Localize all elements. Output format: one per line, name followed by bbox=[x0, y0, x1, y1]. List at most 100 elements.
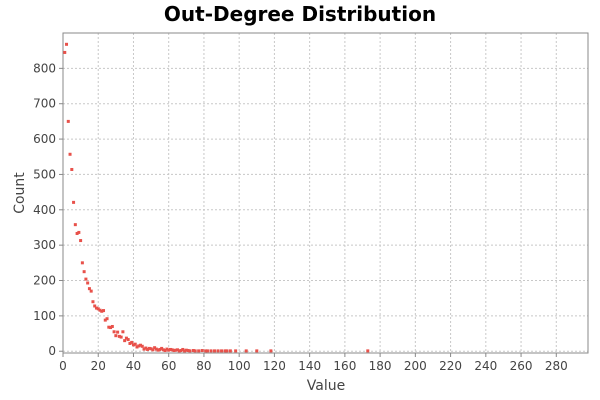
data-point bbox=[77, 230, 81, 234]
data-point bbox=[123, 339, 127, 343]
data-point bbox=[160, 346, 164, 350]
data-point bbox=[72, 200, 76, 204]
data-point bbox=[200, 349, 204, 353]
x-tick-label: 100 bbox=[228, 359, 251, 373]
x-tick-label: 240 bbox=[474, 359, 497, 373]
data-point bbox=[188, 349, 192, 353]
y-tick-label: 500 bbox=[33, 167, 56, 181]
data-point bbox=[137, 344, 141, 348]
data-point bbox=[163, 349, 167, 353]
data-point bbox=[176, 348, 180, 352]
data-point bbox=[107, 325, 111, 329]
data-point bbox=[139, 343, 143, 347]
data-point bbox=[193, 349, 197, 353]
data-point bbox=[124, 336, 128, 340]
data-point bbox=[112, 330, 116, 334]
data-point bbox=[65, 42, 69, 46]
data-point bbox=[168, 347, 172, 351]
data-point bbox=[158, 347, 162, 351]
data-point bbox=[209, 349, 213, 353]
data-point bbox=[96, 307, 100, 311]
data-point bbox=[93, 304, 97, 308]
data-point bbox=[225, 349, 229, 353]
plot-area-frame bbox=[62, 32, 589, 354]
data-point bbox=[144, 346, 148, 350]
data-point bbox=[131, 343, 135, 347]
data-point bbox=[165, 347, 169, 351]
data-point bbox=[220, 349, 224, 353]
data-point bbox=[70, 167, 74, 171]
chart-title: Out-Degree Distribution bbox=[164, 2, 436, 26]
data-point bbox=[116, 330, 120, 334]
data-point bbox=[98, 308, 102, 312]
data-point bbox=[186, 349, 190, 353]
data-point bbox=[89, 289, 93, 293]
x-tick-label: 180 bbox=[369, 359, 392, 373]
data-point bbox=[179, 349, 183, 353]
data-point bbox=[172, 349, 176, 353]
data-point bbox=[80, 261, 84, 265]
data-point bbox=[84, 277, 88, 281]
data-point bbox=[366, 349, 370, 353]
y-tick-label: 300 bbox=[33, 238, 56, 252]
data-point bbox=[174, 348, 178, 352]
data-point bbox=[191, 349, 195, 353]
data-point bbox=[133, 342, 137, 346]
x-tick-label: 260 bbox=[510, 359, 533, 373]
data-point bbox=[154, 347, 158, 351]
data-point bbox=[156, 348, 160, 352]
data-point bbox=[170, 348, 174, 352]
data-point bbox=[63, 50, 67, 54]
y-tick-label: 800 bbox=[33, 61, 56, 75]
data-point bbox=[223, 349, 227, 353]
data-point bbox=[146, 347, 150, 351]
data-point bbox=[100, 309, 104, 313]
data-point bbox=[149, 347, 153, 351]
data-point bbox=[75, 231, 79, 235]
data-point bbox=[117, 334, 121, 338]
data-point bbox=[177, 349, 181, 353]
data-point bbox=[87, 287, 91, 291]
y-tick-label: 0 bbox=[48, 344, 56, 358]
data-point bbox=[102, 309, 106, 313]
x-tick-label: 280 bbox=[545, 359, 568, 373]
data-point bbox=[205, 349, 209, 353]
data-point bbox=[121, 330, 125, 334]
x-tick-label: 160 bbox=[333, 359, 356, 373]
data-point bbox=[68, 152, 72, 156]
x-tick-label: 40 bbox=[126, 359, 141, 373]
y-axis-label: Count bbox=[12, 172, 28, 214]
data-point bbox=[94, 306, 98, 310]
x-axis-label: Value bbox=[307, 378, 345, 394]
data-point bbox=[244, 349, 248, 353]
data-point bbox=[234, 349, 238, 353]
x-tick-label: 220 bbox=[439, 359, 462, 373]
data-point bbox=[130, 340, 134, 344]
data-point bbox=[167, 348, 171, 352]
x-tick-label: 200 bbox=[404, 359, 427, 373]
data-point bbox=[228, 349, 232, 353]
data-point bbox=[66, 119, 70, 123]
data-point bbox=[255, 349, 259, 353]
x-tick-label: 80 bbox=[196, 359, 211, 373]
y-tick-label: 200 bbox=[33, 274, 56, 288]
data-point bbox=[140, 344, 144, 348]
y-tick-label: 400 bbox=[33, 203, 56, 217]
data-point bbox=[105, 317, 109, 321]
data-point bbox=[91, 300, 95, 304]
data-point bbox=[119, 335, 123, 339]
grid-lines bbox=[62, 33, 588, 353]
data-point bbox=[126, 338, 130, 342]
data-point bbox=[135, 345, 139, 349]
data-point bbox=[269, 349, 273, 353]
data-points bbox=[63, 42, 370, 353]
x-tick-label: 20 bbox=[91, 359, 106, 373]
data-point bbox=[147, 346, 151, 350]
data-point bbox=[128, 341, 132, 345]
data-point bbox=[73, 223, 77, 227]
data-point bbox=[184, 348, 188, 352]
data-point bbox=[114, 334, 118, 338]
y-tick-label: 100 bbox=[33, 309, 56, 323]
